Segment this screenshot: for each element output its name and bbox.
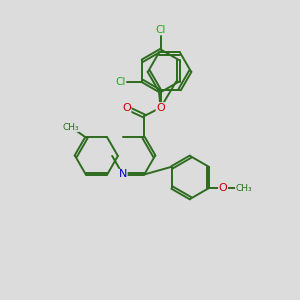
Text: O: O	[219, 183, 227, 193]
Text: O: O	[156, 103, 165, 113]
Text: N: N	[119, 169, 127, 179]
Text: Cl: Cl	[115, 76, 125, 86]
Text: O: O	[122, 103, 131, 113]
Text: CH₃: CH₃	[236, 184, 252, 193]
Text: Cl: Cl	[155, 25, 166, 35]
Text: CH₃: CH₃	[63, 122, 79, 131]
